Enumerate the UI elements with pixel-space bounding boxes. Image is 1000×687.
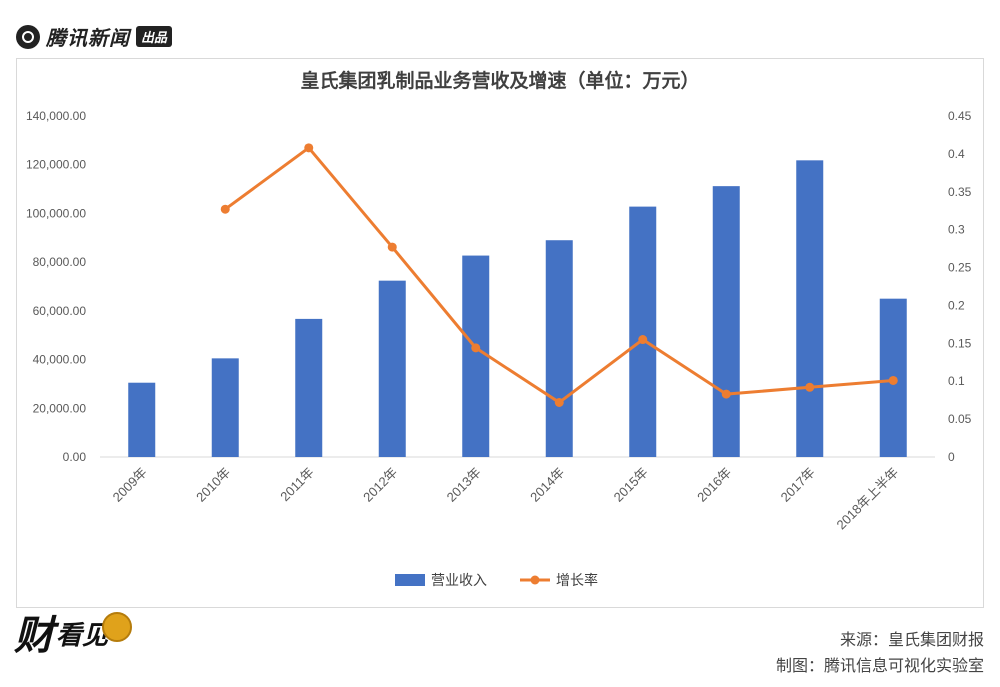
growth-point	[471, 343, 481, 353]
bar	[128, 382, 156, 457]
bar	[462, 255, 490, 457]
bar	[629, 206, 657, 457]
x-tick-label: 2017年	[778, 465, 818, 505]
y-left-tick-label: 0.00	[63, 450, 87, 464]
legend-label-revenue: 营业收入	[431, 572, 487, 588]
legend-swatch-revenue	[395, 574, 425, 586]
y-right-tick-label: 0.25	[948, 261, 972, 275]
growth-point	[805, 382, 815, 392]
y-right-tick-label: 0.15	[948, 336, 972, 350]
legend-swatch-growth-point	[530, 575, 540, 585]
y-left-tick-label: 80,000.00	[33, 255, 87, 269]
growth-point	[638, 335, 648, 345]
y-left-tick-label: 60,000.00	[33, 304, 87, 318]
x-tick-label: 2011年	[277, 465, 317, 505]
y-right-tick-label: 0.1	[948, 374, 965, 388]
brand-badge: 出品	[136, 26, 173, 47]
y-left-tick-label: 140,000.00	[26, 109, 86, 123]
x-tick-label: 2009年	[110, 465, 150, 505]
y-right-tick-label: 0.45	[948, 109, 972, 123]
tencent-news-logo-icon	[16, 24, 40, 49]
bar	[211, 358, 239, 457]
source-text: 来源：皇氏集团财报	[839, 630, 984, 649]
bar	[378, 280, 406, 457]
y-right-tick-label: 0.4	[948, 147, 965, 161]
growth-point	[721, 389, 731, 399]
bar	[712, 186, 740, 458]
growth-point	[888, 375, 898, 385]
bar	[295, 318, 323, 457]
brand-name: 腾讯新闻	[46, 26, 130, 50]
coin-icon	[102, 612, 133, 642]
y-right-tick-label: 0	[948, 450, 955, 464]
legend-label-growth: 增长率	[556, 572, 598, 588]
x-tick-label: 2014年	[527, 465, 567, 505]
y-left-tick-label: 100,000.00	[26, 206, 86, 220]
y-left-tick-label: 120,000.00	[26, 158, 86, 172]
x-tick-label: 2016年	[694, 465, 734, 505]
credit-text: 制图：腾讯信息可视化实验室	[775, 656, 984, 675]
caikanjian-logo: 财 看见	[14, 612, 133, 659]
bar	[796, 160, 824, 457]
growth-point	[220, 204, 230, 214]
x-tick-label: 2010年	[193, 465, 233, 505]
y-right-tick-label: 0.2	[948, 298, 965, 312]
y-right-tick-label: 0.05	[948, 412, 972, 426]
bar	[545, 240, 573, 457]
chart-title: 皇氏集团乳制品业务营收及增速（单位：万元）	[300, 70, 700, 92]
x-tick-label: 2012年	[360, 465, 400, 505]
brand-header: 腾讯新闻 出品	[16, 22, 173, 51]
x-tick-label: 2018年上半年	[834, 465, 902, 533]
x-tick-label: 2015年	[611, 465, 651, 505]
y-left-tick-label: 40,000.00	[33, 353, 87, 367]
y-right-tick-label: 0.3	[948, 223, 965, 237]
logo-kanjian: 看见	[56, 621, 109, 651]
y-right-tick-label: 0.35	[948, 185, 972, 199]
growth-point	[387, 242, 397, 252]
x-tick-label: 2013年	[444, 465, 484, 505]
growth-point	[304, 143, 314, 153]
logo-cai: 财	[14, 612, 54, 659]
growth-point	[554, 397, 564, 407]
y-left-tick-label: 20,000.00	[33, 401, 87, 415]
